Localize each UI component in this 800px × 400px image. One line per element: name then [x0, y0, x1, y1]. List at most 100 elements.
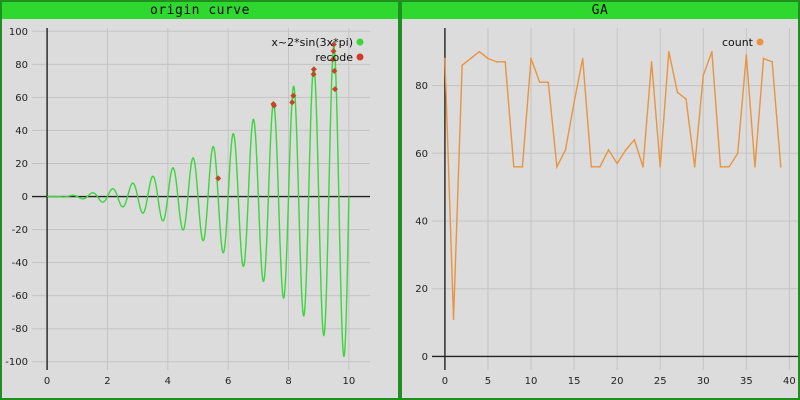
origin-xtick-label-5: 10	[343, 376, 356, 387]
ga-ytick-label-2: 40	[415, 217, 428, 228]
recode-point-7	[329, 56, 336, 63]
origin-ytick-label-0: -100	[5, 357, 28, 368]
ga-title: GA	[402, 2, 798, 19]
origin-ytick-label-3: -40	[12, 258, 28, 269]
count-point-2	[461, 64, 463, 67]
recode-point-0	[215, 175, 222, 182]
count-point-10	[530, 57, 532, 60]
origin-ytick-label-5: 0	[22, 192, 28, 203]
count-point-6	[495, 61, 498, 63]
count-point-12	[547, 81, 550, 83]
legend-label-count: count	[722, 36, 754, 49]
count-point-8	[513, 166, 515, 168]
recode-point-8	[330, 48, 337, 55]
ga-xtick-label-6: 30	[697, 376, 710, 387]
count-point-11	[538, 81, 541, 83]
ga-ytick-label-4: 80	[415, 81, 428, 92]
count-point-9	[521, 166, 524, 168]
origin-plot-bg	[32, 28, 370, 370]
count-point-24	[650, 61, 653, 63]
count-point-30	[702, 74, 705, 77]
ga-xtick-label-1: 5	[485, 376, 491, 387]
ga-xtick-label-4: 20	[611, 376, 624, 387]
count-point-28	[685, 98, 687, 100]
ga-xtick-label-8: 40	[783, 376, 796, 387]
origin-ytick-label-8: 60	[15, 93, 28, 104]
origin-ytick-label-4: -20	[12, 225, 28, 236]
origin-xtick-label-0: 0	[44, 376, 50, 387]
origin-ytick-label-10: 100	[9, 27, 28, 38]
count-point-23	[642, 166, 644, 168]
recode-point-5	[310, 71, 317, 78]
count-point-39	[779, 166, 782, 168]
count-point-17	[590, 166, 593, 168]
count-point-29	[693, 166, 696, 168]
count-point-34	[736, 152, 739, 155]
ga-ytick-label-3: 60	[415, 149, 428, 160]
recode-point-2	[271, 102, 278, 109]
count-point-25	[659, 166, 662, 168]
origin-ytick-label-2: -60	[12, 291, 28, 302]
count-point-4	[478, 50, 481, 53]
recode-point-4	[290, 92, 297, 99]
count-point-32	[719, 166, 722, 168]
origin-curve-chart: 0 2 4 6 8 10 -100 -80 -60 -40 -20 0 20 40 60 80 100 x~2*s…	[5, 27, 370, 387]
origin-xtick-label-2: 4	[165, 376, 171, 387]
ga-chart: 0 5 10 15 20 25 30 35 40 0 20 40 60 80 count	[415, 28, 798, 387]
legend-label-function: x~2*sin(3x*pi)	[271, 36, 353, 49]
legend-marker-function	[356, 38, 364, 46]
ga-ytick-label-1: 20	[415, 284, 428, 295]
origin-xtick-label-3: 6	[225, 376, 231, 387]
count-series-line	[444, 50, 782, 320]
ga-xtick-label-0: 0	[442, 376, 448, 387]
origin-curve-plot-area: 0 2 4 6 8 10 -100 -80 -60 -40 -20 0 20 40 60 80 100 x~2*s…	[2, 19, 398, 398]
count-point-1	[452, 318, 455, 321]
count-point-5	[487, 57, 489, 60]
origin-xtick-label-1: 2	[104, 376, 110, 387]
origin-ytick-label-7: 40	[15, 126, 28, 137]
count-point-31	[711, 50, 713, 53]
function-curve-line	[47, 46, 350, 358]
recode-point-3	[289, 99, 296, 106]
count-point-33	[728, 166, 730, 168]
recode-point-10	[331, 67, 338, 74]
count-point-13	[556, 166, 558, 168]
origin-ytick-label-1: -80	[12, 324, 28, 335]
origin-xtick-label-4: 8	[285, 376, 291, 387]
ga-xtick-label-5: 25	[654, 376, 667, 387]
ga-ytick-label-0: 0	[422, 352, 428, 363]
count-point-22	[633, 138, 636, 141]
legend-label-recode: recode	[315, 51, 353, 64]
count-point-0	[444, 57, 446, 60]
origin-ytick-label-9: 80	[15, 60, 28, 71]
ga-plot-area: 0 5 10 15 20 25 30 35 40 0 20 40 60 80 count	[402, 19, 798, 398]
recode-point-6	[310, 66, 317, 73]
count-point-19	[607, 149, 610, 151]
ga-plot-bg	[432, 28, 798, 370]
count-point-37	[762, 57, 765, 60]
origin-ytick-label-6: 20	[15, 159, 28, 170]
count-point-14	[564, 149, 567, 151]
count-point-36	[754, 166, 756, 168]
count-point-3	[469, 57, 472, 60]
legend-marker-recode	[356, 53, 364, 61]
count-point-26	[668, 50, 670, 53]
count-point-21	[624, 149, 627, 151]
origin-curve-panel: origin curve 0 2 4 6 8 10 -100 -80 -60 -40 -20 0 20 4…	[0, 0, 400, 400]
count-point-38	[771, 61, 773, 63]
ga-xtick-label-7: 35	[740, 376, 753, 387]
count-point-7	[504, 61, 506, 63]
recode-point-11	[331, 86, 339, 93]
ga-panel: GA 0 5 10 15 20 25 30 35 40 0 20 40 60 80 count	[400, 0, 800, 400]
count-point-35	[745, 54, 748, 56]
recode-point-9	[330, 41, 337, 48]
count-point-18	[599, 166, 601, 168]
count-point-27	[676, 91, 679, 94]
ga-xtick-label-3: 15	[568, 376, 581, 387]
ga-xtick-label-2: 10	[525, 376, 538, 387]
count-point-16	[581, 57, 584, 60]
count-point-15	[573, 101, 575, 104]
origin-curve-title: origin curve	[2, 2, 398, 19]
legend-marker-count	[756, 38, 764, 46]
count-point-20	[616, 162, 618, 165]
